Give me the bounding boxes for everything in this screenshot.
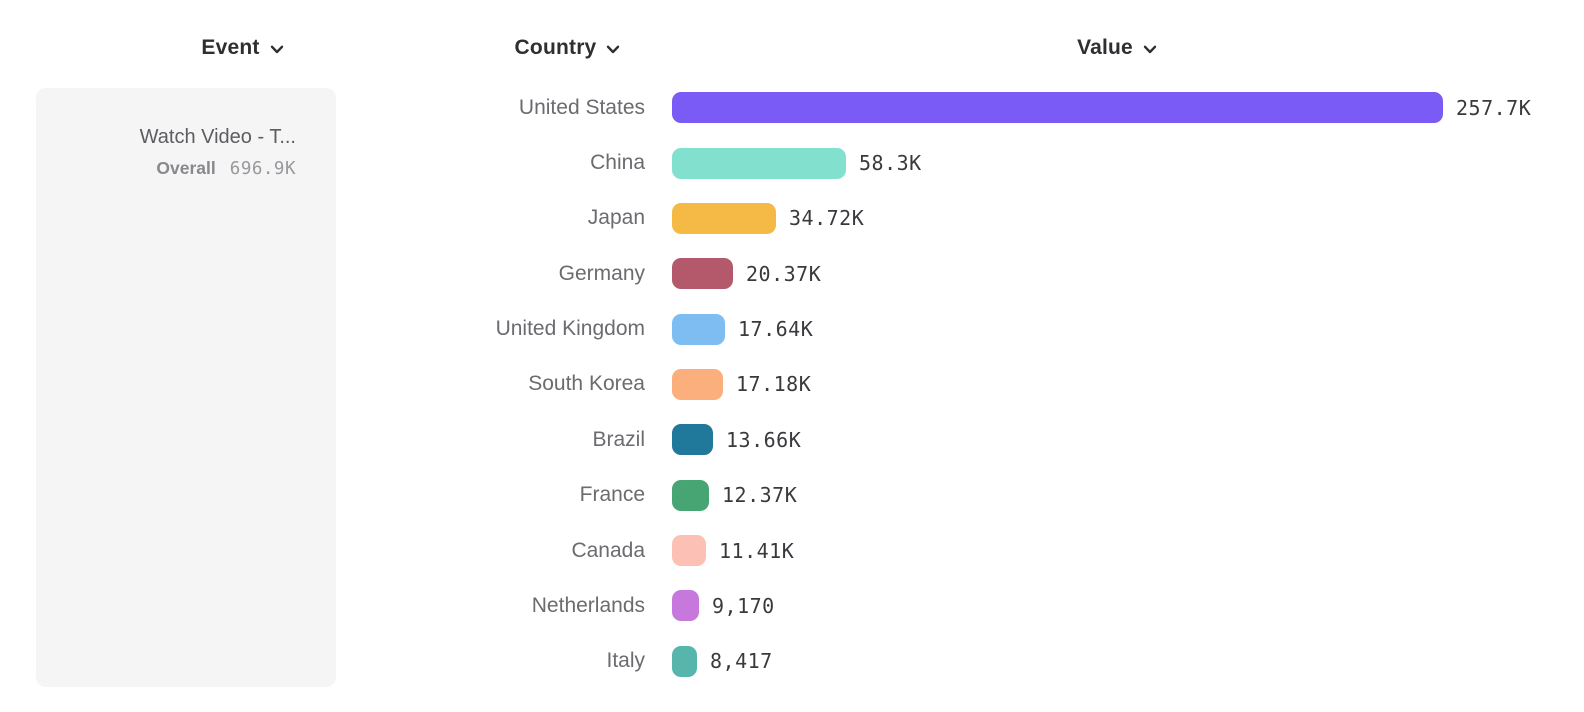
country-row: China bbox=[485, 135, 650, 190]
value-bar[interactable] bbox=[672, 368, 723, 400]
country-row: Canada bbox=[485, 523, 650, 578]
value-row: 17.18K bbox=[650, 357, 1584, 412]
value-label: 8,417 bbox=[710, 649, 773, 674]
overall-label: Overall bbox=[156, 158, 216, 178]
value-bar[interactable] bbox=[672, 92, 1443, 124]
value-column-label: Value bbox=[1077, 36, 1133, 59]
value-row: 8,417 bbox=[650, 634, 1584, 689]
value-bar[interactable] bbox=[672, 147, 846, 179]
country-column-rows: United States China Japan Germany United Kin… bbox=[485, 80, 650, 689]
country-label: Japan bbox=[587, 206, 645, 230]
country-row: Italy bbox=[485, 634, 650, 689]
country-row: South Korea bbox=[485, 357, 650, 412]
country-label: United States bbox=[518, 95, 645, 119]
value-bar[interactable] bbox=[672, 645, 697, 677]
country-label: United Kingdom bbox=[495, 317, 645, 341]
value-row: 34.72K bbox=[650, 191, 1584, 246]
country-label: Netherlands bbox=[531, 593, 645, 617]
value-row: 58.3K bbox=[650, 135, 1584, 190]
value-label: 17.18K bbox=[736, 372, 812, 397]
country-column-header[interactable]: Country bbox=[485, 0, 650, 80]
event-name: Watch Video - T... bbox=[139, 126, 296, 148]
value-row: 17.64K bbox=[650, 301, 1584, 356]
value-label: 9,170 bbox=[712, 593, 775, 618]
chevron-down-icon bbox=[606, 45, 620, 54]
value-label: 11.41K bbox=[719, 538, 795, 563]
country-label: Brazil bbox=[592, 427, 645, 451]
event-column-label: Event bbox=[201, 36, 260, 59]
value-label: 34.72K bbox=[789, 206, 865, 231]
country-row: Germany bbox=[485, 246, 650, 301]
value-bar[interactable] bbox=[672, 479, 709, 511]
value-row: 12.37K bbox=[650, 468, 1584, 523]
country-label: Germany bbox=[558, 261, 645, 285]
value-row: 11.41K bbox=[650, 523, 1584, 578]
value-column-header[interactable]: Value bbox=[650, 0, 1584, 80]
value-bar[interactable] bbox=[672, 535, 706, 567]
value-bar[interactable] bbox=[672, 313, 725, 345]
value-label: 12.37K bbox=[722, 483, 798, 508]
country-row: United Kingdom bbox=[485, 301, 650, 356]
country-column: Country United States China Japan Germany Un… bbox=[485, 0, 650, 712]
country-column-label: Country bbox=[514, 36, 597, 59]
chevron-down-icon bbox=[1143, 45, 1157, 54]
value-label: 17.64K bbox=[738, 317, 814, 342]
event-overall-row: Overall 696.9K bbox=[56, 158, 296, 179]
value-row: 20.37K bbox=[650, 246, 1584, 301]
value-bar[interactable] bbox=[672, 590, 699, 622]
event-column: Event Watch Video - T... Overall 696.9K bbox=[0, 0, 485, 712]
value-column-rows: 257.7K 58.3K 34.72K 20.37K 17.64K 17.18K 13.66… bbox=[650, 80, 1584, 689]
value-row: 9,170 bbox=[650, 578, 1584, 633]
value-label: 58.3K bbox=[859, 151, 922, 176]
value-bar[interactable] bbox=[672, 202, 776, 234]
value-row: 257.7K bbox=[650, 80, 1584, 135]
country-row: Japan bbox=[485, 191, 650, 246]
country-row: France bbox=[485, 468, 650, 523]
country-row: United States bbox=[485, 80, 650, 135]
country-label: China bbox=[590, 151, 645, 175]
event-column-header[interactable]: Event bbox=[0, 0, 485, 80]
overall-value: 696.9K bbox=[229, 159, 296, 179]
chevron-down-icon bbox=[270, 45, 284, 54]
value-label: 257.7K bbox=[1456, 95, 1532, 120]
value-bar[interactable] bbox=[672, 424, 713, 456]
country-row: Netherlands bbox=[485, 578, 650, 633]
value-bar[interactable] bbox=[672, 258, 733, 290]
event-card[interactable]: Watch Video - T... Overall 696.9K bbox=[36, 88, 336, 687]
country-label: France bbox=[579, 483, 645, 507]
country-label: Canada bbox=[571, 538, 645, 562]
value-row: 13.66K bbox=[650, 412, 1584, 467]
country-label: Italy bbox=[606, 649, 645, 673]
value-column: Value 257.7K 58.3K 34.72K 20.37K 17.64K 17.18… bbox=[650, 0, 1584, 712]
value-label: 20.37K bbox=[746, 261, 822, 286]
country-row: Brazil bbox=[485, 412, 650, 467]
country-label: South Korea bbox=[528, 372, 645, 396]
value-label: 13.66K bbox=[726, 427, 802, 452]
